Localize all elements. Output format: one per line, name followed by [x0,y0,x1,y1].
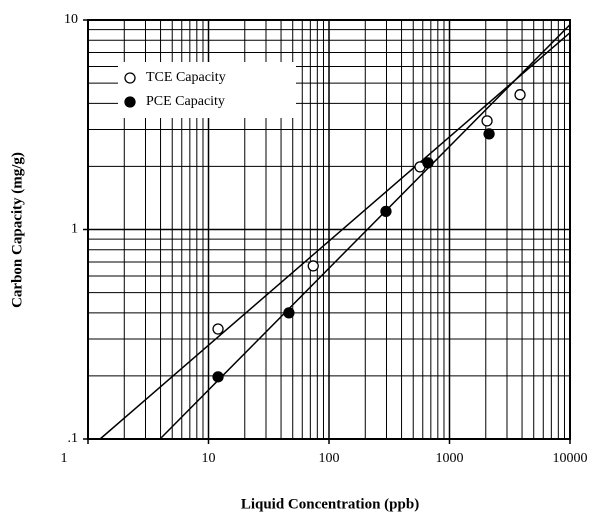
point [307,260,319,272]
point [212,371,224,383]
point [380,205,392,218]
x-tick-label: 10000 [553,451,588,466]
point [483,128,495,140]
y-tick-label: 10 [64,12,78,27]
plot-frame [87,19,571,440]
x-axis-label: Liquid Concentration (ppb) [241,496,419,512]
fit-line [159,24,571,440]
fit-line [99,32,571,440]
point [212,323,224,335]
x-tick-label: 100 [319,451,340,466]
x-tick-label: 10 [202,451,216,466]
legend-marker [124,72,136,84]
y-axis-label: Carbon Capacity (mg/g) [9,152,25,308]
legend-marker [124,96,136,108]
legend [118,62,296,118]
point [514,89,526,101]
legend-label: TCE Capacity [146,70,226,85]
point [283,307,295,319]
x-tick-label: 1 [61,451,68,466]
point [422,157,434,169]
y-tick-label: 1 [71,222,78,237]
y-tick-label: .1 [68,431,79,446]
x-tick-label: 1000 [436,451,464,466]
legend-label: PCE Capacity [146,94,225,109]
point [481,115,493,127]
